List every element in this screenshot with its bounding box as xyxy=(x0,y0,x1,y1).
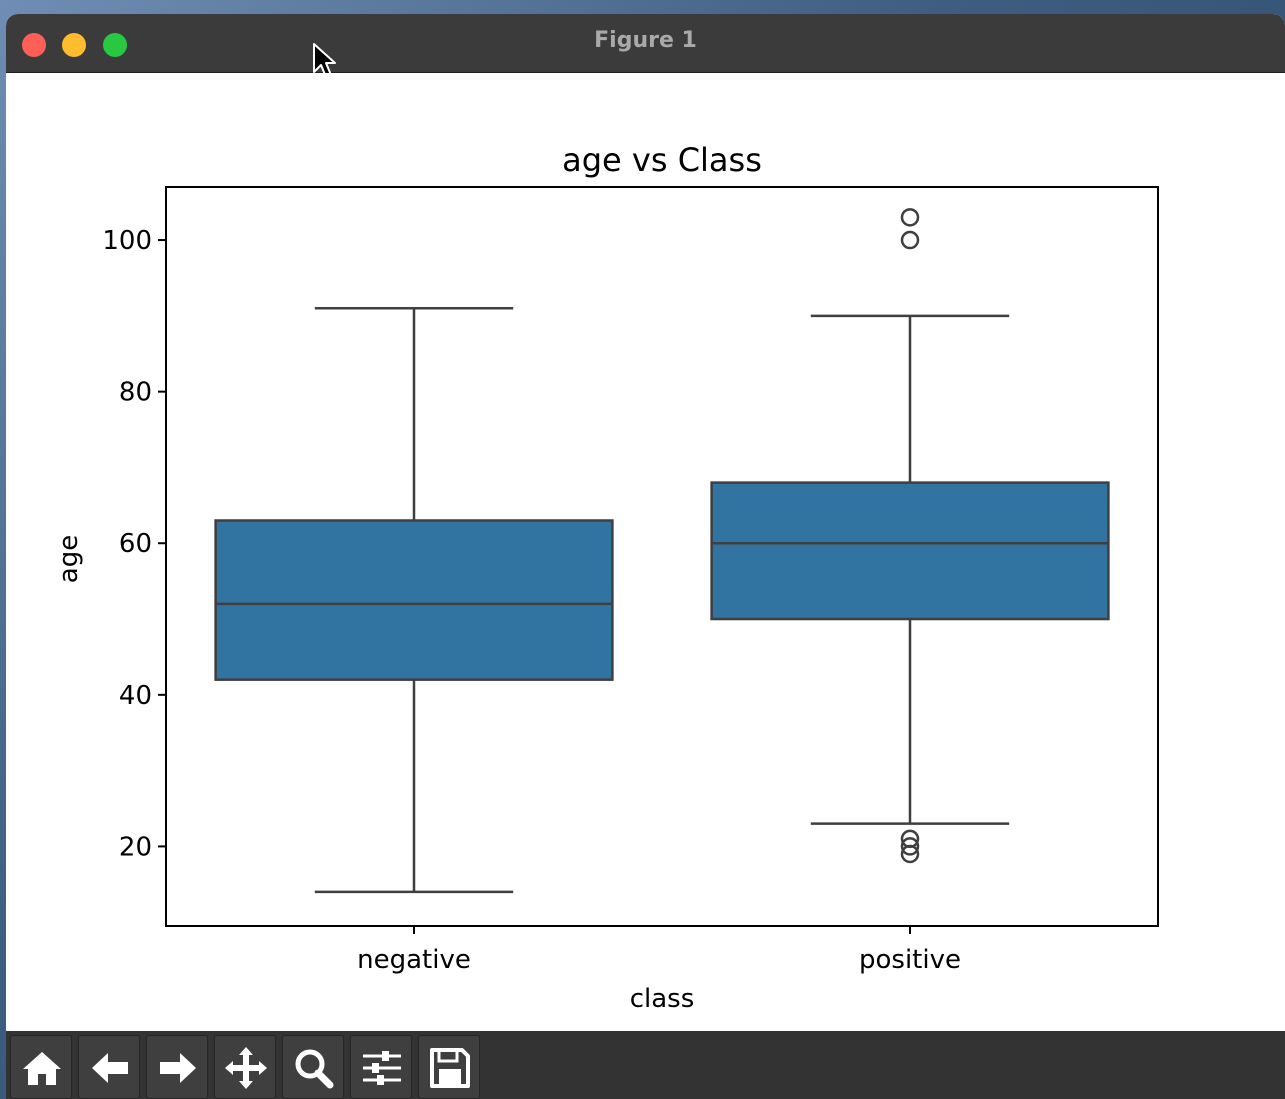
y-tick-label: 20 xyxy=(119,832,152,862)
close-window-button[interactable] xyxy=(22,33,46,57)
forward-button[interactable] xyxy=(146,1035,208,1099)
home-icon xyxy=(23,1052,61,1085)
zoom-button[interactable] xyxy=(282,1035,344,1099)
figure-window: Figure 1 age vs Class class age 20 40 60 80… xyxy=(6,14,1285,1099)
chart-marks: 20 40 60 80 100 negative positive xyxy=(102,208,1110,975)
x-axis-label: class xyxy=(630,984,695,1014)
maximize-window-button[interactable] xyxy=(103,33,127,57)
configure-subplots-icon xyxy=(363,1051,401,1085)
box-negative xyxy=(214,519,614,681)
outlier-point xyxy=(900,829,920,849)
home-button[interactable] xyxy=(10,1035,72,1099)
x-tick-label: positive xyxy=(859,945,961,975)
zoom-icon xyxy=(295,1049,334,1089)
box-positive xyxy=(710,481,1110,621)
configure-subplots-button[interactable] xyxy=(350,1035,412,1099)
y-tick-label: 100 xyxy=(102,226,152,256)
y-tick-label: 40 xyxy=(119,681,152,711)
outlier-point xyxy=(900,837,920,856)
save-icon xyxy=(430,1048,470,1088)
window-title: Figure 1 xyxy=(594,28,697,53)
pan-icon xyxy=(225,1047,267,1089)
navigation-toolbar xyxy=(6,1031,1285,1099)
back-button[interactable] xyxy=(78,1035,140,1099)
forward-arrow-icon xyxy=(160,1053,196,1083)
outlier-point xyxy=(900,230,920,250)
y-axis-label: age xyxy=(54,535,84,583)
x-tick-label: negative xyxy=(357,945,471,975)
pan-button[interactable] xyxy=(214,1035,276,1099)
minimize-window-button[interactable] xyxy=(62,33,86,57)
title-bar: Figure 1 xyxy=(6,14,1285,78)
back-arrow-icon xyxy=(92,1053,128,1083)
y-tick-label: 60 xyxy=(119,529,152,559)
y-tick-label: 80 xyxy=(119,378,152,408)
plot-area-frame xyxy=(165,186,1159,927)
save-button[interactable] xyxy=(418,1035,480,1099)
outlier-point xyxy=(900,208,920,227)
figure-canvas: age vs Class class age 20 40 60 80 100 negati… xyxy=(6,73,1285,1031)
chart-title: age vs Class xyxy=(562,141,762,179)
box-plot-chart: age vs Class class age 20 40 60 80 100 negati… xyxy=(54,141,1159,1014)
